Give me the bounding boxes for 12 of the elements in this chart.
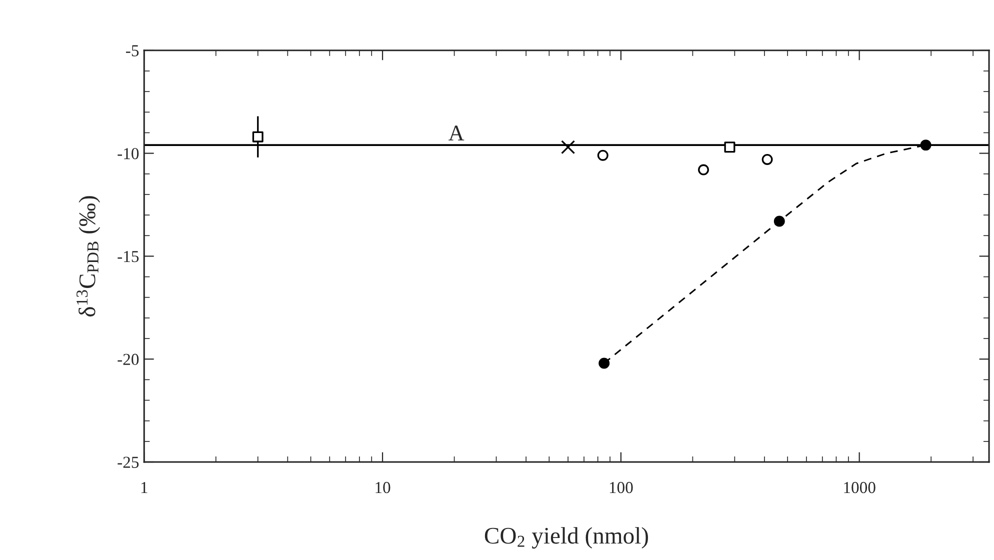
y-tick-label: -10: [118, 148, 139, 160]
x-tick-label: 1000: [844, 482, 876, 494]
x-tick-label: 1: [141, 482, 148, 494]
y-tick-label: -15: [118, 250, 139, 262]
y-tick-label: -5: [126, 45, 139, 56]
x-tick-label: 10: [376, 482, 390, 494]
ref-line-label: A: [448, 126, 464, 140]
y-axis-title: δ$^{13}$C$_{PDB}$ (‰): [76, 196, 100, 316]
x-axis-title: CO$_{2}$ yield (nmol): [484, 527, 648, 549]
y-tick-label: -25: [118, 456, 139, 468]
x-tick-label: 100: [610, 482, 633, 494]
y-tick-label: -20: [118, 354, 139, 366]
